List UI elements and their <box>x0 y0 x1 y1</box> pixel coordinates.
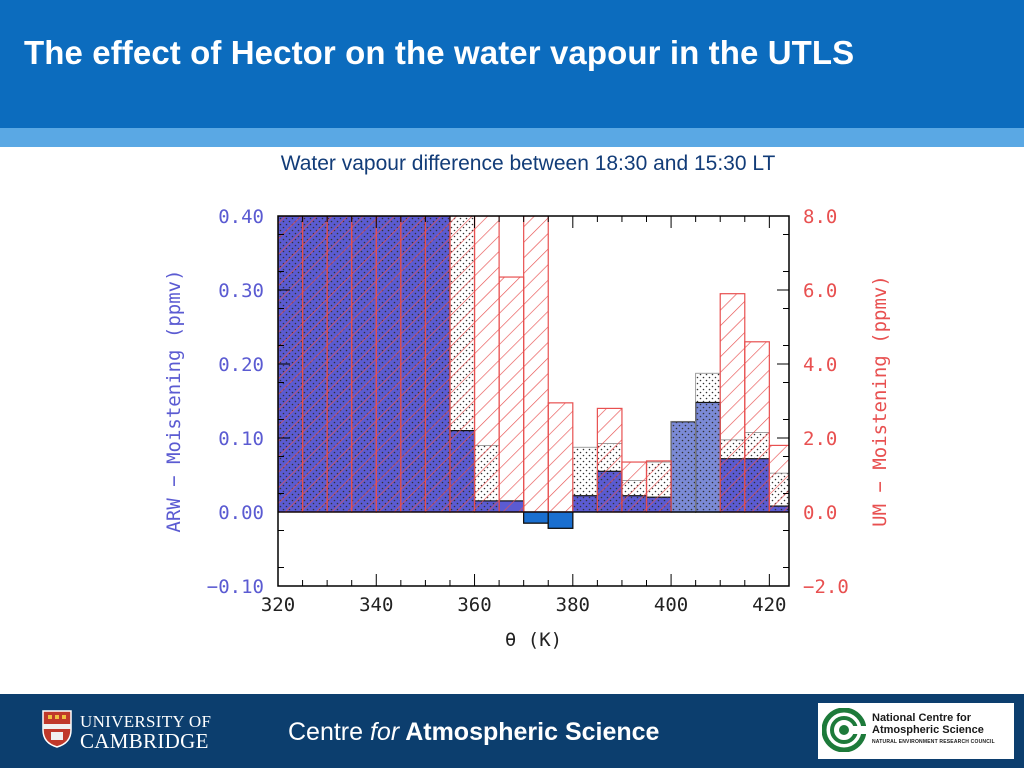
cambridge-logo: UNIVERSITY OF CAMBRIDGE <box>42 710 222 752</box>
bar-hatched-3-9 <box>498 276 525 513</box>
ncas-swirl-icon <box>822 708 866 752</box>
ncas-logo-box: National Centre for Atmospheric Science … <box>818 703 1014 759</box>
x-tick-label: 400 <box>654 594 688 616</box>
left-tick-label: 0.30 <box>218 280 264 302</box>
bar-hatched-3-14 <box>621 461 648 513</box>
left-tick-label: 0.10 <box>218 428 264 450</box>
axes-layer: 320 340 360 380 400 420 −0.10 0.00 0.10 0.20 0.30 0… <box>163 206 891 651</box>
footer-bar: UNIVERSITY OF CAMBRIDGE Centre for Atmos… <box>0 694 1024 768</box>
bar-hatched-3-13 <box>596 407 623 513</box>
bar-dotted-4-12 <box>572 446 598 513</box>
bar-hatched-3-20 <box>768 444 789 513</box>
right-tick-label: 8.0 <box>803 206 837 228</box>
x-axis-title: θ (K) <box>505 629 562 651</box>
x-tick-label: 360 <box>457 594 491 616</box>
chart-subtitle: Water vapour difference between 18:30 an… <box>280 152 776 175</box>
slide-title: The effect of Hector on the water vapour… <box>24 34 855 71</box>
left-tick-label: 0.00 <box>218 502 264 524</box>
bar-dotted-4-16 <box>670 420 697 513</box>
right-tick-label: 4.0 <box>803 354 837 376</box>
bar-hatched-3-7 <box>449 216 476 513</box>
left-tick-label: 0.20 <box>218 354 264 376</box>
left-tick-label: 0.40 <box>218 206 264 228</box>
cambridge-shield-icon <box>42 710 72 748</box>
bar-hatched-3-3 <box>351 216 377 513</box>
cambridge-line2: CAMBRIDGE <box>80 729 209 753</box>
centre-bold: Atmospheric Science <box>399 718 660 746</box>
bar-hatched-3-6 <box>424 216 451 513</box>
left-tick-label: −0.10 <box>207 576 264 598</box>
bar-solid-2-10 <box>523 511 549 524</box>
right-tick-label: 2.0 <box>803 428 837 450</box>
centre-name: Centre for Atmospheric Science <box>288 718 659 747</box>
x-tick-label: 320 <box>261 594 295 616</box>
bar-hatched-3-2 <box>326 216 353 513</box>
bar-hatched-3-19 <box>744 341 770 513</box>
ncas-line1: National Centre for <box>872 712 972 724</box>
bar-dotted-4-17 <box>695 372 721 513</box>
header-stripe <box>0 128 1024 147</box>
x-tick-label: 380 <box>556 594 590 616</box>
ncas-subtitle: NATURAL ENVIRONMENT RESEARCH COUNCIL <box>872 739 995 745</box>
moistening-bar-chart: 320 340 360 380 400 420 −0.10 0.00 0.10 0.20 0.30 0… <box>163 206 891 651</box>
bar-hatched-3-8 <box>473 216 500 513</box>
x-tick-label: 340 <box>359 594 393 616</box>
right-tick-label: 6.0 <box>803 280 837 302</box>
bar-hatched-3-18 <box>719 293 746 513</box>
header-bar <box>0 0 1024 128</box>
bar-hatched-3-4 <box>375 216 402 513</box>
cambridge-wordmark: UNIVERSITY OF CAMBRIDGE <box>80 713 211 752</box>
right-axis-title: UM − Moistening (ppmv) <box>869 275 891 527</box>
plot-frame <box>277 215 790 587</box>
ncas-name: National Centre for Atmospheric Science <box>872 712 984 736</box>
centre-prefix: Centre <box>288 718 370 746</box>
bar-hatched-3-10 <box>523 216 549 513</box>
right-tick-label: 0.0 <box>803 502 837 524</box>
x-tick-label: 420 <box>752 594 786 616</box>
centre-italic: for <box>369 718 400 746</box>
bar-hatched-3-5 <box>400 216 427 513</box>
bar-hatched-3-1 <box>301 216 328 513</box>
ncas-line2: Atmospheric Science <box>872 724 984 736</box>
right-tick-label: −2.0 <box>803 576 849 598</box>
bars-layer <box>278 216 789 529</box>
bar-hatched-3-11 <box>547 402 574 513</box>
cambridge-line1: UNIVERSITY OF <box>80 712 212 731</box>
bar-solid-2-11 <box>547 511 574 529</box>
left-axis-title: ARW − Moistening (ppmv) <box>163 269 185 532</box>
bar-hatched-3-15 <box>645 460 672 513</box>
